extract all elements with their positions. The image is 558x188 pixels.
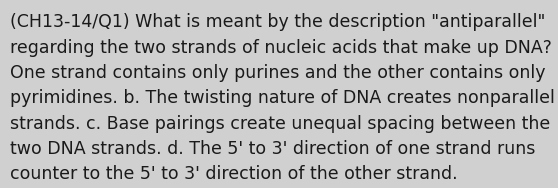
Text: counter to the 5' to 3' direction of the other strand.: counter to the 5' to 3' direction of the… <box>10 165 458 183</box>
Text: regarding the two strands of nucleic acids that make up DNA? a.: regarding the two strands of nucleic aci… <box>10 39 558 57</box>
Text: One strand contains only purines and the other contains only: One strand contains only purines and the… <box>10 64 546 82</box>
Text: strands. c. Base pairings create unequal spacing between the: strands. c. Base pairings create unequal… <box>10 115 550 133</box>
Text: (CH13-14/Q1) What is meant by the description "antiparallel": (CH13-14/Q1) What is meant by the descri… <box>10 13 545 31</box>
Text: two DNA strands. d. The 5' to 3' direction of one strand runs: two DNA strands. d. The 5' to 3' directi… <box>10 140 536 158</box>
Text: pyrimidines. b. The twisting nature of DNA creates nonparallel: pyrimidines. b. The twisting nature of D… <box>10 89 555 107</box>
